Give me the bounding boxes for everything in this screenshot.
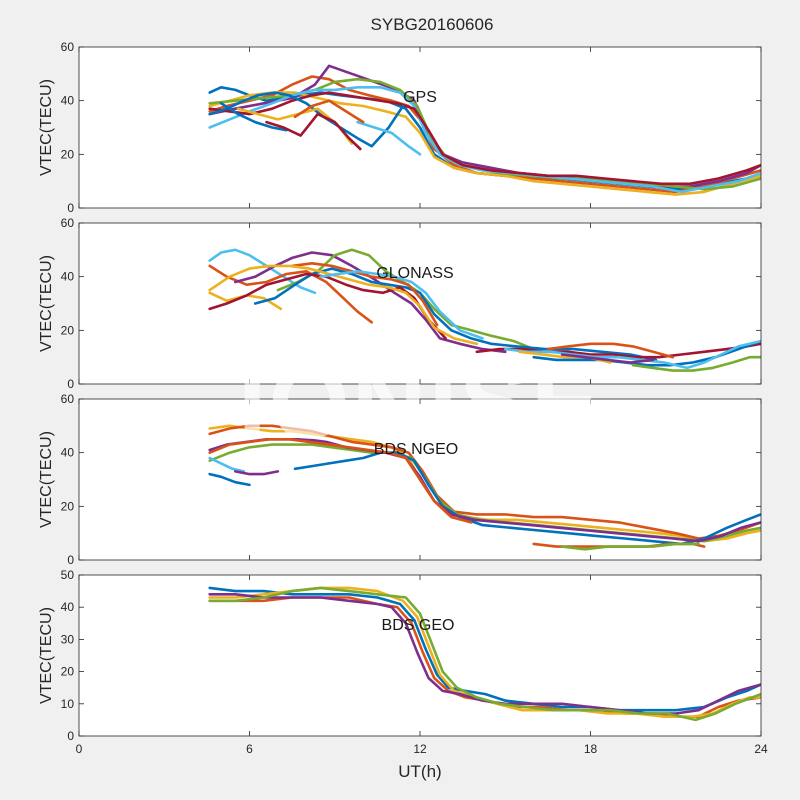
y-axis-label: VTEC(TECU) — [38, 79, 55, 176]
panel-bds-geo: 0 10 20 30 40 50 0 6 12 18 24 VTEC(TECU) BDS GEO — [38, 568, 768, 756]
panel-label: GLONASS — [376, 265, 453, 282]
panel-label: GPS — [403, 89, 437, 106]
series-line — [319, 270, 484, 340]
watermark: IONISE — [238, 345, 603, 461]
series-line — [208, 264, 479, 346]
y-tick-label: 20 — [61, 499, 75, 513]
y-tick-label: 0 — [67, 201, 74, 215]
y-tick-label: 40 — [61, 94, 75, 108]
y-tick-label: 60 — [61, 216, 75, 230]
series-line — [293, 451, 761, 546]
panel-glonass: 0 20 40 60 VTEC(TECU) GLONASS — [38, 216, 762, 391]
y-tick-label: 60 — [61, 40, 75, 54]
y-tick-label: 10 — [61, 697, 75, 711]
series-line — [208, 586, 761, 722]
series-line — [208, 472, 251, 487]
series-line — [208, 593, 761, 715]
series-line — [290, 262, 439, 327]
series-line — [208, 438, 473, 524]
y-axis-label: VTEC(TECU) — [38, 431, 55, 528]
series-line — [208, 91, 761, 186]
series-line — [208, 424, 761, 540]
y-axis-label: VTEC(TECU) — [38, 255, 55, 352]
x-tick-label: 12 — [413, 742, 427, 756]
series-group — [208, 586, 761, 722]
series-line — [234, 251, 507, 354]
series-group — [208, 64, 761, 196]
x-tick-label: 24 — [754, 742, 768, 756]
y-tick-label: 30 — [61, 632, 75, 646]
y-axis-label: VTEC(TECU) — [38, 607, 55, 704]
series-line — [208, 91, 761, 196]
series-line — [208, 248, 317, 295]
y-tick-label: 40 — [61, 600, 75, 614]
series-line — [208, 272, 447, 340]
series-line — [234, 470, 280, 476]
y-tick-label: 40 — [61, 270, 75, 284]
series-line — [208, 75, 761, 194]
series-group — [208, 248, 761, 372]
y-tick-label: 20 — [61, 665, 75, 679]
x-tick-label: 0 — [76, 742, 83, 756]
series-line — [208, 456, 246, 473]
panel-gps: 0 20 40 60 VTEC(TECU) GPS — [38, 40, 762, 215]
y-tick-label: 40 — [61, 446, 75, 460]
y-tick-label: 60 — [61, 392, 75, 406]
x-tick-label: 18 — [584, 742, 598, 756]
series-line — [293, 99, 365, 124]
series-group — [208, 424, 761, 551]
panel-label: BDS NGEO — [374, 441, 458, 458]
series-line — [560, 353, 655, 364]
series-line — [631, 355, 761, 372]
series-line — [546, 342, 675, 359]
series-line — [219, 102, 288, 132]
y-tick-label: 0 — [67, 377, 74, 391]
x-tick-label: 6 — [246, 742, 253, 756]
panel-label: BDS GEO — [382, 617, 455, 634]
y-tick-label: 0 — [67, 729, 74, 743]
series-line — [560, 542, 700, 551]
y-tick-label: 20 — [61, 323, 75, 337]
y-tick-label: 0 — [67, 553, 74, 567]
figure-title: SYBG20160606 — [371, 15, 494, 34]
y-tick-label: 50 — [61, 568, 75, 582]
series-line — [253, 267, 658, 362]
series-line — [356, 120, 422, 156]
series-line — [265, 112, 362, 151]
series-line — [475, 342, 761, 359]
panel-bds-ngeo: 0 20 40 60 VTEC(TECU) BDS NGEO — [38, 392, 762, 567]
x-axis-label: UT(h) — [398, 762, 441, 781]
y-tick-label: 20 — [61, 147, 75, 161]
series-line — [208, 91, 405, 148]
